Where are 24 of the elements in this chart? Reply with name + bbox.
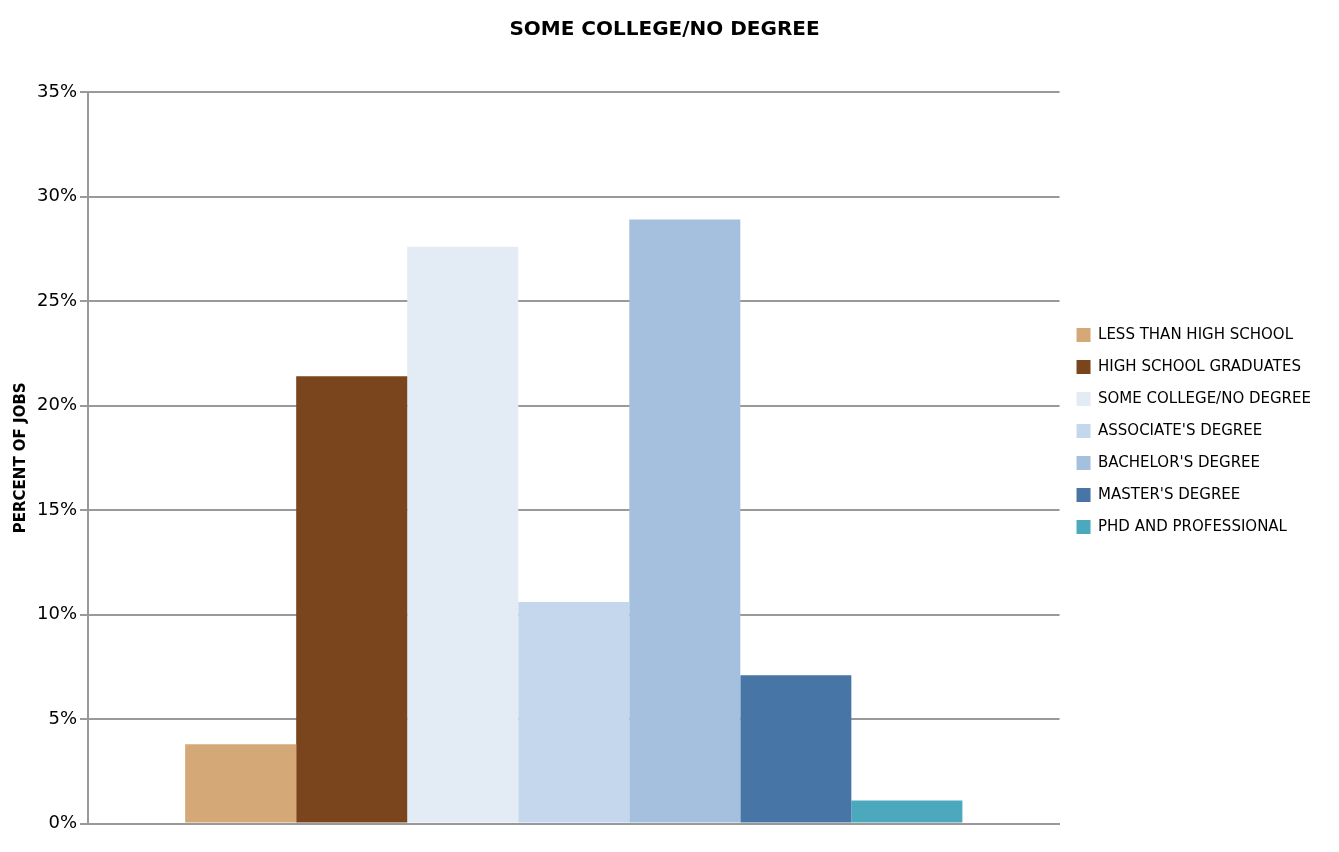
- y-tick-label: 0%: [48, 811, 78, 833]
- y-tick-label: 35%: [36, 79, 78, 101]
- y-axis-title: PERCENT OF JOBS: [10, 382, 29, 534]
- bar: [740, 675, 852, 823]
- y-tick-label: 5%: [48, 706, 78, 728]
- legend-label: BACHELOR'S DEGREE: [1098, 452, 1261, 471]
- legend-label: SOME COLLEGE/NO DEGREE: [1098, 388, 1311, 407]
- y-tick-label: 30%: [36, 184, 78, 206]
- bar: [407, 246, 519, 823]
- bar: [185, 744, 297, 823]
- legend-label: PHD AND PROFESSIONAL: [1098, 516, 1288, 535]
- legend-label: LESS THAN HIGH SCHOOL: [1098, 324, 1294, 343]
- legend-label: HIGH SCHOOL GRADUATES: [1098, 356, 1301, 375]
- y-tick-label: 20%: [36, 393, 78, 415]
- y-tick-label: 15%: [36, 497, 78, 519]
- bar: [518, 602, 630, 823]
- bar: [296, 376, 408, 823]
- y-tick-label: 25%: [36, 288, 78, 310]
- bar: [851, 800, 963, 823]
- y-tick-label: 10%: [36, 602, 78, 624]
- legend-label: MASTER'S DEGREE: [1098, 484, 1241, 503]
- legend-label: ASSOCIATE'S DEGREE: [1098, 420, 1263, 439]
- bar: [629, 219, 741, 823]
- chart-title: SOME COLLEGE/NO DEGREE: [509, 16, 820, 41]
